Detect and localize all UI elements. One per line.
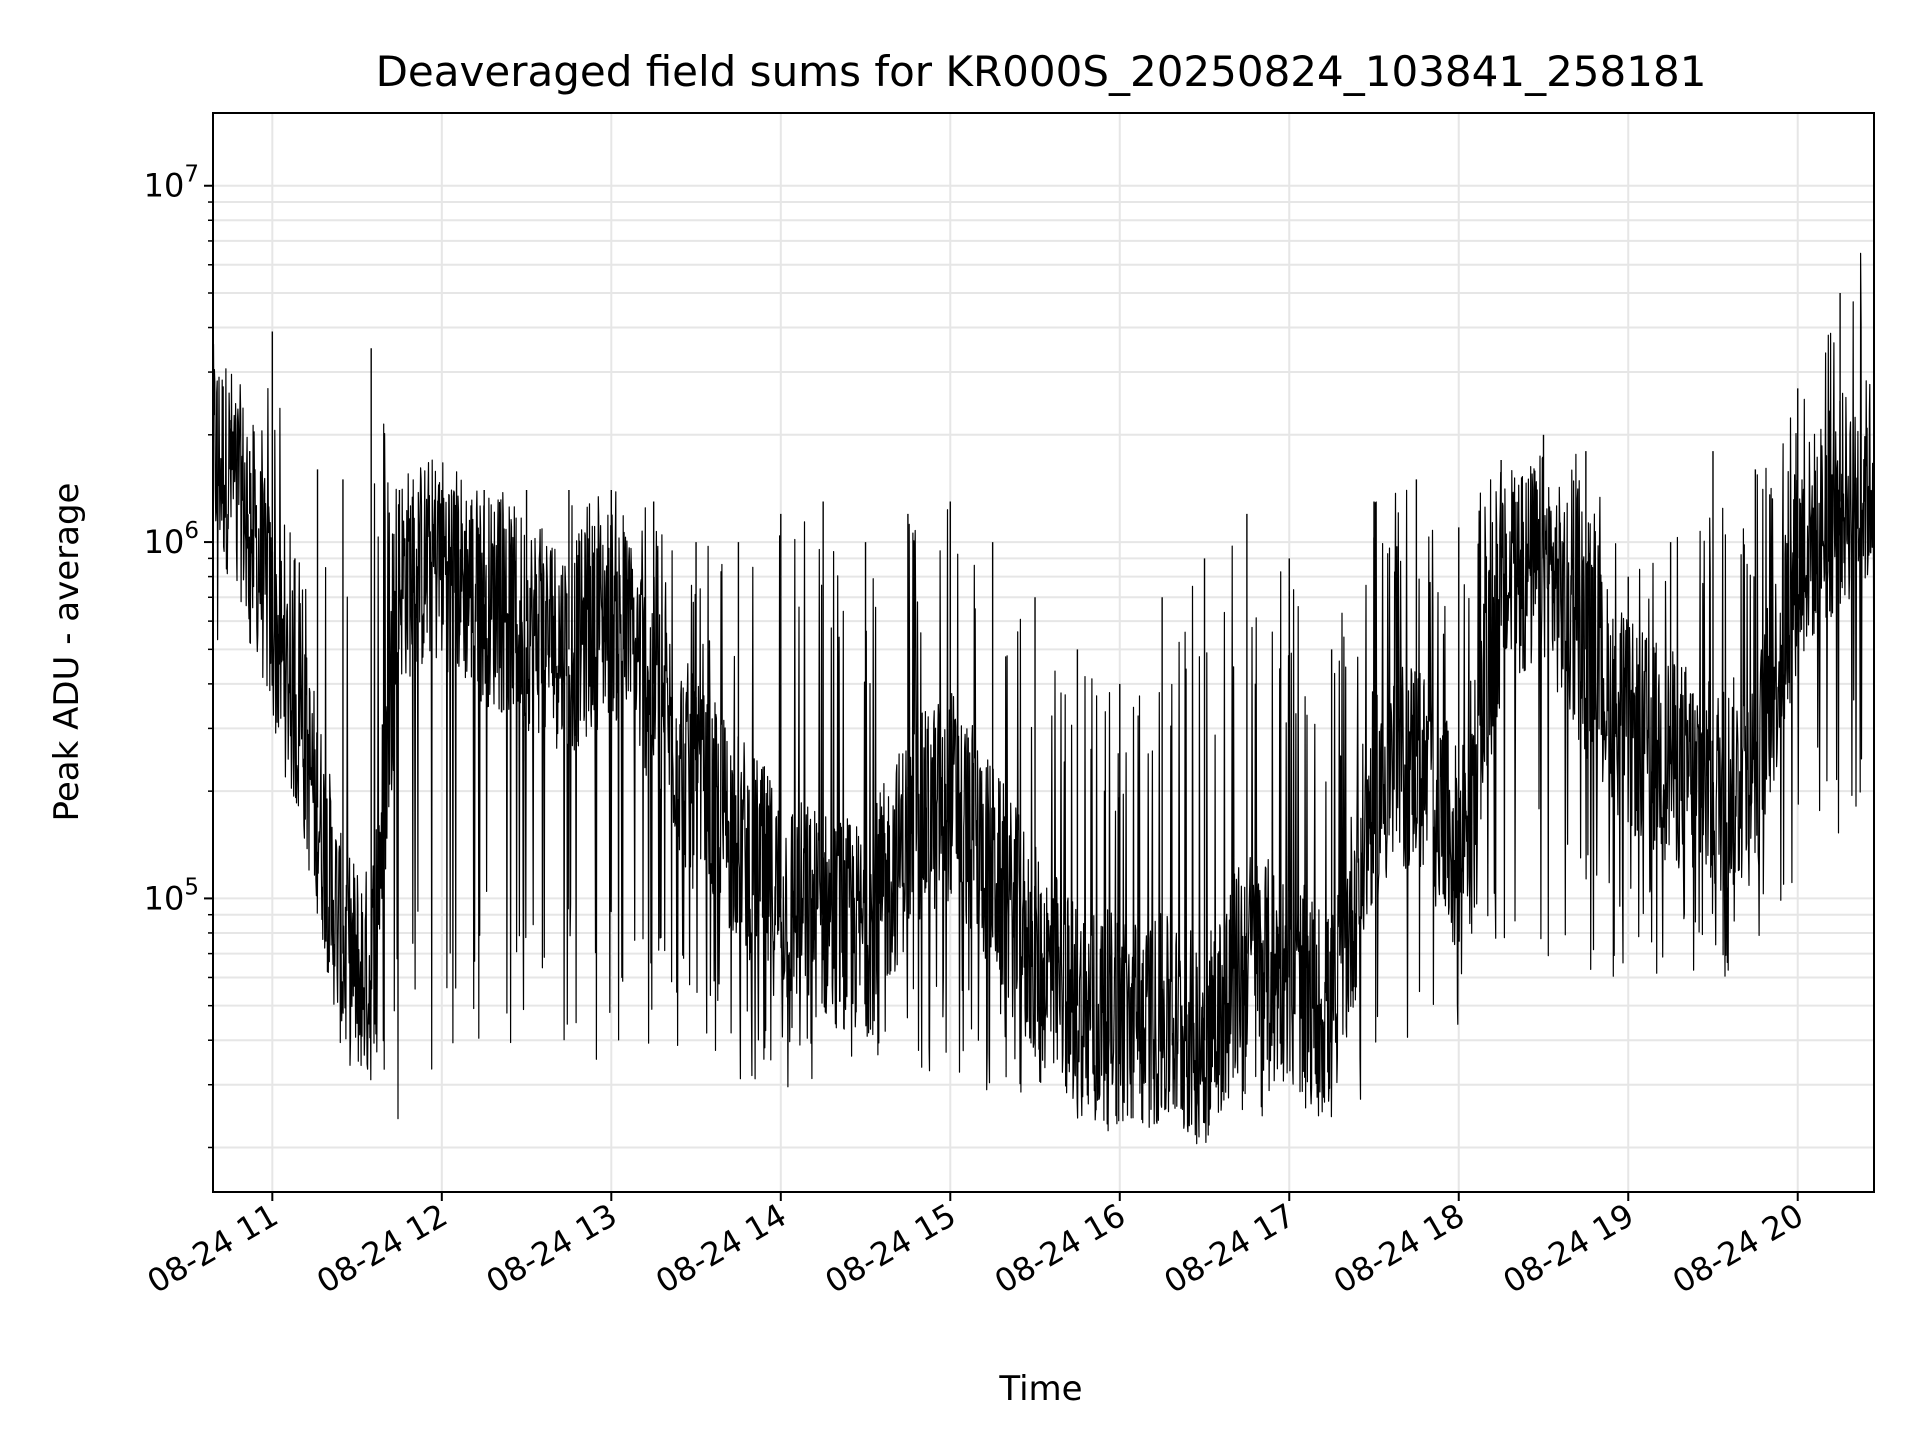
x-axis-label: Time <box>998 1369 1082 1409</box>
chart-title: Deaveraged field sums for KR000S_2025082… <box>376 47 1707 96</box>
y-tick-label: 106 <box>144 518 199 561</box>
y-tick-label-base: 10 <box>144 879 185 917</box>
y-axis-label: Peak ADU - average <box>47 483 87 822</box>
y-tick-label-exponent: 5 <box>184 874 199 900</box>
y-tick-label-exponent: 6 <box>184 518 199 544</box>
y-tick-label: 105 <box>144 874 199 917</box>
y-tick-label-base: 10 <box>144 167 185 205</box>
plot-frame <box>212 112 1875 1193</box>
y-tick-label-exponent: 7 <box>184 162 199 188</box>
y-tick-label-base: 10 <box>144 523 185 561</box>
series-line <box>212 252 1875 1145</box>
y-tick-label: 107 <box>144 162 199 205</box>
